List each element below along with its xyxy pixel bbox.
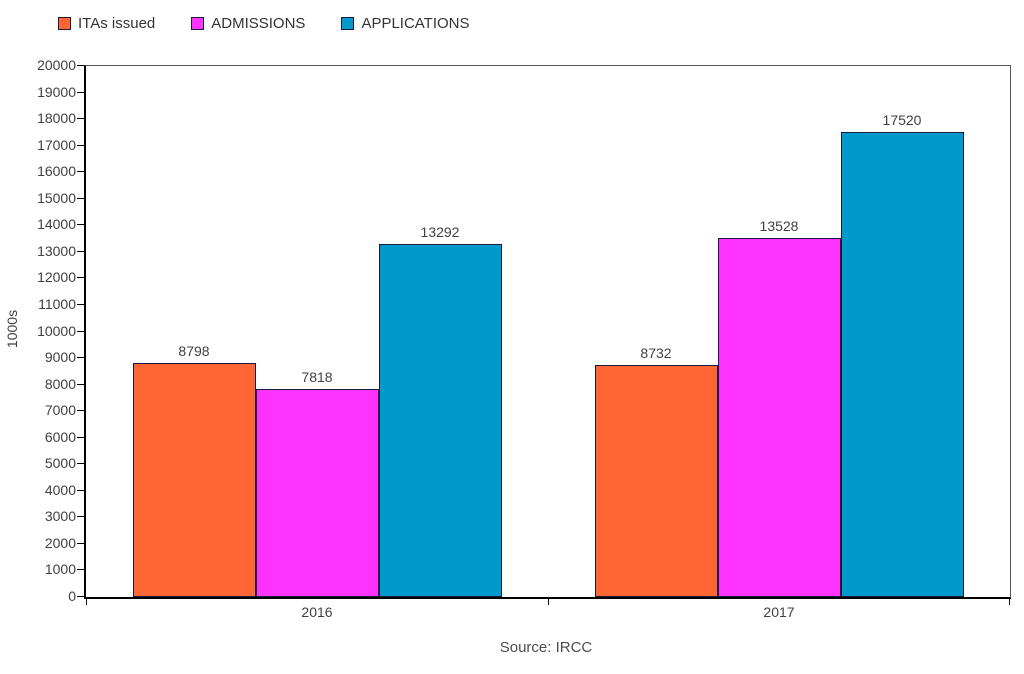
bar-value-label: 13528 bbox=[759, 217, 799, 234]
y-axis-tick-mark bbox=[77, 463, 84, 465]
y-axis-tick-mark bbox=[77, 436, 84, 438]
bar-value-label: 17520 bbox=[882, 111, 922, 128]
legend-swatch-icon bbox=[341, 17, 355, 30]
y-axis-tick-mark bbox=[77, 357, 84, 359]
y-axis-tick-label: 7000 bbox=[44, 402, 76, 419]
y-axis-tick-mark bbox=[77, 250, 84, 252]
x-axis-tick-mark bbox=[548, 599, 549, 605]
y-axis-tick-label: 13000 bbox=[37, 242, 76, 259]
y-axis-tick-label: 4000 bbox=[44, 481, 76, 498]
x-axis-tick-mark bbox=[1009, 599, 1010, 605]
y-axis-tick-label: 8000 bbox=[44, 375, 76, 392]
y-axis-tick-mark bbox=[77, 489, 84, 491]
y-axis-tick-label: 19000 bbox=[37, 83, 76, 100]
y-axis-tick-mark bbox=[77, 569, 84, 571]
y-axis-tick-mark bbox=[77, 171, 84, 173]
y-axis-tick-mark bbox=[77, 144, 84, 146]
y-axis-tick-label: 9000 bbox=[44, 349, 76, 366]
legend-item-label: APPLICATIONS bbox=[361, 15, 470, 32]
y-axis-tick-label: 12000 bbox=[37, 269, 76, 286]
y-axis-tick-label: 14000 bbox=[37, 216, 76, 233]
bar-applications-2016 bbox=[378, 244, 502, 597]
bar-value-label: 8732 bbox=[640, 345, 672, 362]
bar-value-label: 13292 bbox=[420, 224, 460, 241]
y-axis-tick-mark bbox=[77, 303, 84, 305]
bar-itas-issued-2016 bbox=[132, 363, 256, 597]
y-axis-tick-label: 15000 bbox=[37, 189, 76, 206]
legend: ITAs issued ADMISSIONS APPLICATIONS bbox=[58, 16, 470, 31]
bar-applications-2017 bbox=[840, 131, 964, 597]
legend-item: APPLICATIONS bbox=[341, 15, 470, 32]
y-axis-tick-mark bbox=[77, 330, 84, 332]
plot-area: 8798 7818 13292 2016 8732 13528 17520 2017 bbox=[84, 65, 1011, 619]
bar-value-label: 7818 bbox=[301, 369, 333, 386]
y-axis-tick-label: 2000 bbox=[44, 534, 76, 551]
bar-itas-issued-2017 bbox=[594, 365, 718, 597]
legend-item: ITAs issued bbox=[58, 16, 155, 31]
y-axis-tick-mark bbox=[77, 383, 84, 385]
legend-item-label: ADMISSIONS bbox=[211, 15, 306, 32]
y-axis-tick-label: 6000 bbox=[44, 428, 76, 445]
legend-swatch-icon bbox=[58, 17, 71, 30]
y-axis-tick-label: 20000 bbox=[37, 57, 76, 73]
bar-admissions-2017 bbox=[717, 237, 841, 597]
y-axis-tick-label: 3000 bbox=[44, 508, 76, 525]
y-axis-tick-mark bbox=[77, 516, 84, 518]
x-axis-tick-mark bbox=[86, 599, 87, 605]
y-axis-tick-label: 16000 bbox=[37, 163, 76, 180]
y-axis-tick-mark bbox=[77, 277, 84, 279]
y-axis-tick-mark bbox=[77, 91, 84, 93]
legend-item: ADMISSIONS bbox=[191, 16, 305, 31]
y-axis-tick-mark bbox=[77, 197, 84, 199]
x-axis-category-label: 2016 bbox=[301, 604, 333, 620]
y-axis-tick-mark bbox=[77, 65, 84, 66]
y-axis-tick-label: 1000 bbox=[44, 561, 76, 578]
y-axis-tick-mark bbox=[77, 118, 84, 120]
y-axis-tick-mark bbox=[77, 596, 84, 597]
y-axis-tick-mark bbox=[77, 410, 84, 412]
y-axis-tick-mark bbox=[77, 224, 84, 226]
source-note: Source: IRCC bbox=[499, 639, 593, 656]
y-axis-tick-label: 0 bbox=[68, 588, 76, 604]
legend-swatch-icon bbox=[191, 17, 205, 30]
y-axis-tick-label: 10000 bbox=[37, 322, 76, 339]
y-axis-tick-label: 5000 bbox=[44, 455, 76, 472]
y-axis-tick-mark bbox=[77, 542, 84, 544]
y-axis-tick-label: 17000 bbox=[37, 136, 76, 153]
legend-item-label: ITAs issued bbox=[78, 15, 156, 32]
bar-value-label: 8798 bbox=[178, 343, 210, 360]
y-axis-tick-label: 18000 bbox=[37, 110, 76, 127]
bar-admissions-2016 bbox=[255, 389, 379, 597]
x-axis-category-label: 2017 bbox=[763, 604, 795, 620]
y-axis-tick-label: 11000 bbox=[38, 295, 76, 312]
